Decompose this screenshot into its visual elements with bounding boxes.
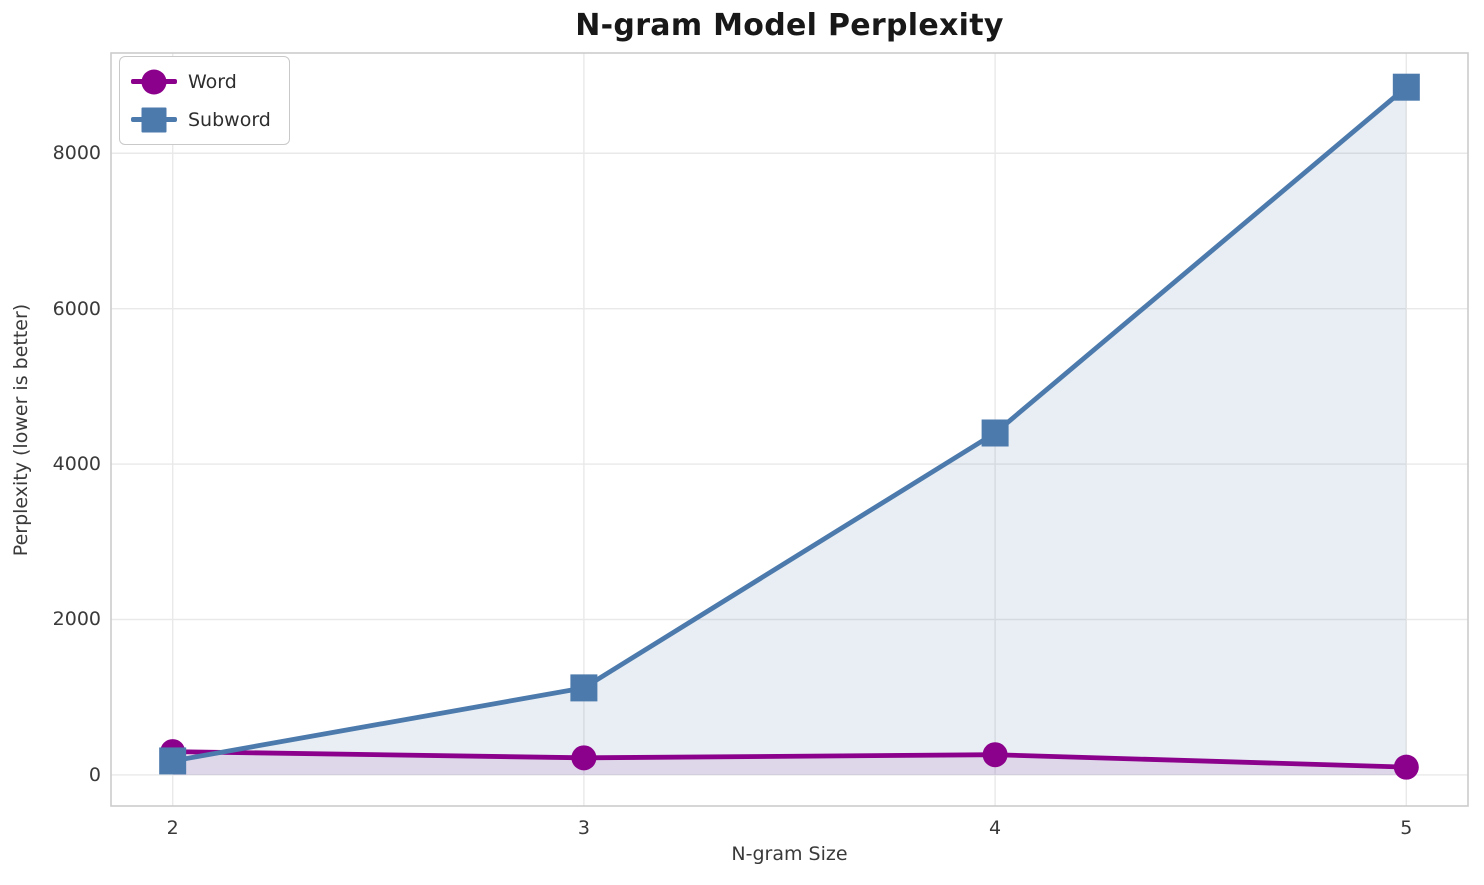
subword-marker — [1392, 73, 1420, 101]
x-tick-label: 2 — [166, 817, 179, 839]
word-line — [170, 749, 1409, 770]
y-tick-label: 8000 — [52, 142, 101, 165]
subword-marker — [981, 419, 1009, 447]
y-axis-label: Perplexity (lower is better) — [10, 303, 32, 557]
area-fill-subword — [172, 87, 1407, 775]
subword-line — [170, 84, 1409, 764]
plot-frame — [110, 52, 1469, 807]
x-axis-label: N-gram Size — [731, 843, 848, 865]
x-tick-label: 5 — [1400, 817, 1413, 839]
word-marker — [571, 745, 597, 771]
subword-marker — [570, 674, 598, 702]
legend-item-word: Word — [131, 66, 271, 97]
word-series-marker-icon — [131, 68, 177, 96]
subword-square-marker-icon — [141, 107, 167, 132]
word-circle-marker-icon — [141, 69, 167, 94]
word-marker — [982, 742, 1008, 768]
y-tick-label: 0 — [88, 763, 101, 786]
legend-item-subword: Subword — [131, 104, 271, 135]
y-tick-label: 2000 — [52, 608, 101, 631]
subword-marker — [159, 747, 187, 775]
legend-label-word: Word — [188, 70, 237, 93]
x-tick-label: 4 — [989, 817, 1002, 839]
subword-series-marker-icon — [131, 106, 177, 134]
legend-label-subword: Subword — [188, 108, 271, 131]
legend: Word Subword — [119, 56, 290, 145]
y-tick-label: 6000 — [52, 297, 101, 320]
chart-title: N-gram Model Perplexity — [575, 8, 1004, 43]
word-marker — [1393, 754, 1419, 780]
x-tick-label: 3 — [577, 817, 590, 839]
y-tick-label: 4000 — [52, 453, 101, 476]
series-subword — [159, 73, 1420, 775]
